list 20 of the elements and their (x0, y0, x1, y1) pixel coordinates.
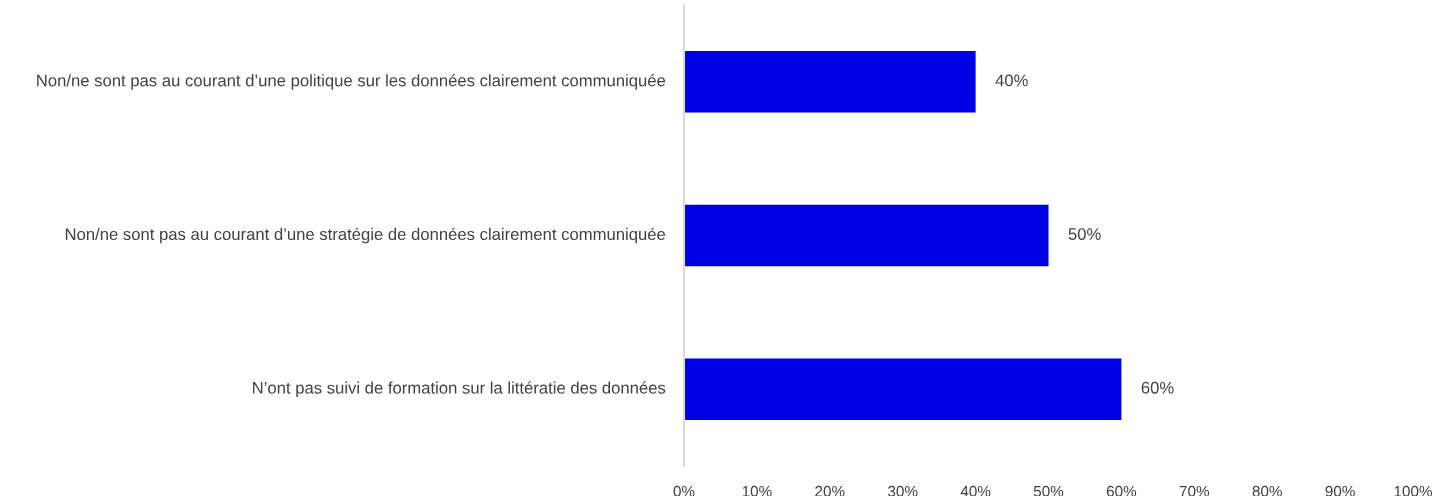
bar (684, 204, 1049, 267)
x-tick-label: 60% (1106, 485, 1137, 496)
x-tick-label: 50% (1033, 485, 1064, 496)
x-tick-label: 30% (887, 485, 918, 496)
x-tick-label: 90% (1325, 485, 1355, 496)
y-tick-label: Non/ne sont pas au courant d’une politique sur les données clairement communiquée (37, 73, 666, 90)
x-tick-label: 10% (742, 485, 772, 496)
x-tick-label: 70% (1179, 485, 1210, 496)
data-label: 60% (1141, 381, 1174, 394)
x-tick-label: 20% (815, 485, 845, 496)
y-tick-label: N’ont pas suivi de formation sur la littératie des données (253, 381, 666, 398)
data-label: 50% (1068, 228, 1101, 240)
y-tick-label: Non/ne sont pas au courant d’une stratégie de données clairement communiquée (65, 227, 666, 244)
x-tick-label: 80% (1252, 485, 1282, 496)
bar (684, 358, 1122, 420)
x-tick-label: 100% (1394, 485, 1432, 496)
x-tick-label: 40% (960, 485, 991, 496)
bar (684, 51, 976, 113)
data-label: 40% (995, 74, 1028, 87)
x-tick-label: 0% (673, 485, 695, 496)
